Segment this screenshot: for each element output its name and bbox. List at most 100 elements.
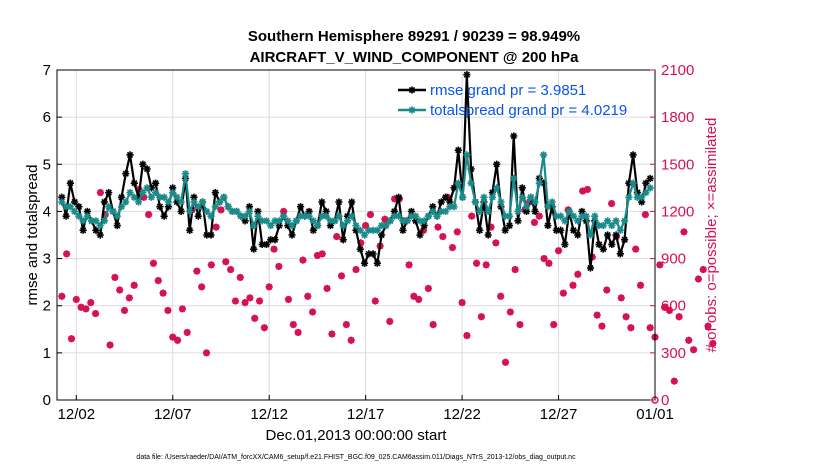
totalspread-point (228, 207, 236, 216)
obs-assimilated-point (347, 336, 355, 344)
obs-assimilated-point (299, 256, 307, 264)
rmse-point (620, 236, 629, 244)
totalspread-point (642, 188, 650, 197)
totalspread-point (271, 217, 279, 225)
legend-spread-marker (408, 106, 416, 114)
rmse-point (335, 198, 343, 206)
totalspread-point (382, 221, 390, 230)
totalspread-point (407, 212, 416, 220)
rmse-point (105, 188, 113, 197)
rmse-point (407, 207, 416, 216)
totalspread-point (552, 212, 560, 220)
obs-assimilated-point (501, 358, 510, 366)
totalspread-point (169, 188, 177, 197)
totalspread-point (109, 207, 117, 216)
rmse-point (322, 207, 330, 216)
totalspread-point (100, 217, 109, 225)
totalspread-point (603, 217, 612, 225)
obs-assimilated-point (323, 284, 331, 293)
totalspread-point (258, 217, 266, 225)
rmse-point (463, 71, 471, 79)
rmse-point (262, 240, 271, 249)
obs-assimilated-point (593, 311, 601, 319)
totalspread-point (625, 193, 633, 201)
rmse-point (356, 245, 364, 253)
obs-assimilated-point (554, 247, 563, 255)
totalspread-point (616, 226, 624, 234)
obs-assimilated-point (617, 294, 625, 302)
totalspread-point (262, 217, 271, 225)
totalspread-point (190, 198, 198, 206)
totalspread-point (424, 212, 433, 220)
obs-assimilated-point (270, 245, 278, 253)
totalspread-point (429, 207, 437, 216)
totalspread-point (557, 212, 565, 220)
chart-title: Southern Hemisphere 89291 / 90239 = 98.9… (248, 28, 580, 45)
totalspread-point (250, 221, 258, 230)
rmse-point (467, 165, 475, 173)
rmse-point (207, 231, 215, 239)
rmse-point (454, 146, 462, 154)
obs-assimilated-point (429, 320, 437, 329)
totalspread-point (352, 221, 360, 230)
totalspread-point (458, 193, 467, 201)
totalspread-point (620, 217, 629, 225)
y2-axis-ticks: 0 300 600 900 1200 1500 1800 2100 (650, 62, 694, 409)
totalspread-point (484, 207, 492, 216)
totalspread-point (284, 217, 292, 225)
rmse-point (480, 198, 488, 206)
obs-assimilated-point (159, 289, 167, 297)
rmse-point (96, 231, 104, 239)
legend-rmse-marker (408, 86, 416, 94)
y2-tick-label: 0 (661, 392, 669, 409)
obs-assimilated-point (82, 305, 90, 313)
rmse-point (241, 217, 249, 225)
totalspread-point (510, 174, 518, 183)
rmse-point (126, 151, 134, 159)
obs-assimilated-point (366, 210, 375, 219)
x-tick-label: 12/02 (58, 406, 96, 423)
totalspread-point (390, 212, 398, 220)
totalspread-point (58, 198, 66, 206)
rmse-point (603, 231, 612, 239)
obs-assimilated-point (574, 270, 582, 278)
obs-assimilated-point (337, 272, 346, 280)
rmse-point (420, 221, 428, 230)
totalspread-point (117, 203, 126, 211)
totalspread-point (224, 203, 232, 211)
rmse-point (488, 188, 497, 197)
obs-assimilated-point (410, 292, 418, 300)
totalspread-point (194, 203, 202, 211)
rmse-point (245, 203, 254, 211)
totalspread-point (220, 193, 228, 201)
obs-assimilated-point (58, 292, 66, 300)
obs-assimilated-point (183, 328, 191, 337)
obs-assimilated-point (91, 309, 100, 318)
totalspread-point (113, 212, 121, 220)
totalspread-point (450, 203, 458, 211)
totalspread-point (454, 179, 462, 187)
rmse-point (476, 226, 484, 234)
obs-assimilated-point (579, 187, 587, 195)
rmse-point (441, 193, 450, 201)
obs-assimilated-point (193, 267, 201, 275)
obs-assimilated-point (381, 215, 389, 223)
x-tick-label: 12/27 (540, 406, 578, 423)
totalspread-point (586, 231, 595, 239)
rmse-point (608, 240, 616, 249)
rmse-point (544, 221, 552, 230)
y-tick-label: 5 (43, 156, 51, 173)
obs-assimilated-point (487, 223, 495, 231)
obs-assimilated-point (636, 281, 645, 289)
obs-assimilated-point (275, 262, 283, 271)
rmse-point (117, 193, 126, 201)
rmse-point (352, 226, 360, 234)
chart-subtitle: AIRCRAFT_V_WIND_COMPONENT @ 200 hPa (250, 49, 580, 66)
legend-spread-label: totalspread grand pr = 4.0219 (430, 102, 627, 119)
totalspread-point (279, 212, 288, 220)
rmse-point (531, 207, 539, 216)
totalspread-point (335, 212, 343, 220)
totalspread-point (156, 193, 164, 201)
totalspread-point (79, 217, 87, 225)
obs-assimilated-point (125, 294, 133, 302)
